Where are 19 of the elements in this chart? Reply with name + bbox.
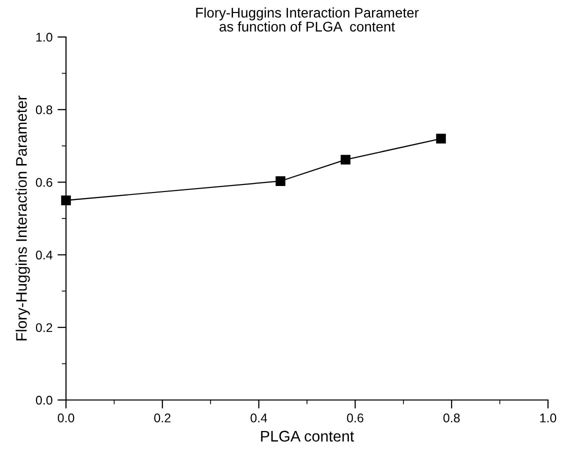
y-axis-title: Flory-Huggins Interaction Parameter: [16, 96, 30, 340]
y-tick-label: 0.2: [36, 323, 52, 332]
y-tick-label: 1.0: [36, 32, 52, 42]
point: [436, 134, 446, 144]
x-tick-label: 0.8: [443, 414, 460, 422]
chart-title: Flory-Huggins Interaction Parameter as function of PLGA content: [196, 7, 419, 32]
x-tick-label: 1.0: [540, 414, 556, 422]
x-tick-label: 0.4: [250, 414, 268, 422]
y-tick-label: 0.4: [36, 250, 52, 260]
point: [276, 176, 286, 186]
x-axis-title: PLGA content: [261, 430, 354, 442]
x-tick-label: 0.2: [154, 414, 170, 422]
y-tick-label: 0.0: [36, 396, 52, 405]
x-tick-label: 0.6: [347, 414, 364, 422]
y-tick-label: 0.8: [36, 105, 52, 114]
y-tick-label: 0.6: [36, 178, 52, 187]
x-tick-label: 0.0: [58, 414, 74, 422]
point: [61, 195, 71, 206]
point: [340, 154, 350, 165]
